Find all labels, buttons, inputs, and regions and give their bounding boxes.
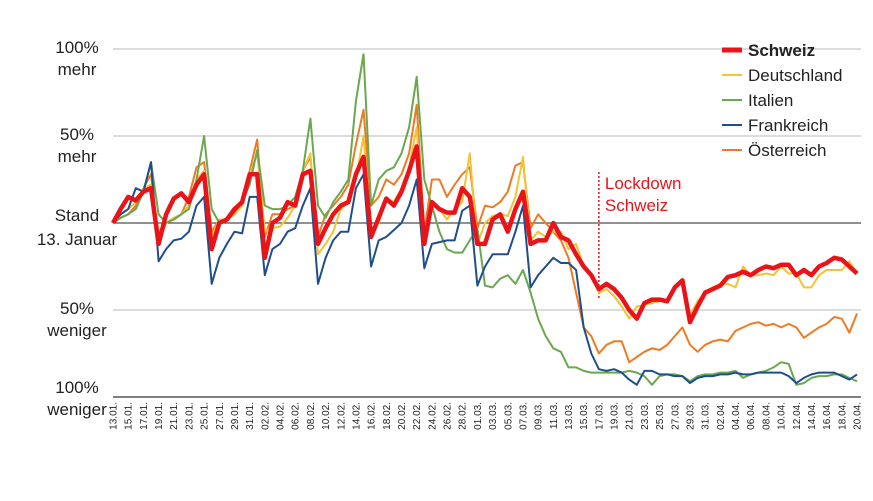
- x-tick-label: 12.04.: [792, 402, 803, 430]
- x-tick-label: 21.01.: [169, 402, 180, 430]
- x-tick-label: 12.02.: [336, 402, 347, 430]
- x-tick-label: 19.03.: [610, 402, 621, 430]
- x-tick-label: 29.03.: [685, 402, 696, 430]
- x-tick-label: 16.02.: [367, 402, 378, 430]
- x-axis-tick-labels: 13.01. 15.01. 17.01. 19.01. 21.01. 23.01. 25.0…: [109, 402, 864, 430]
- x-tick-label: 14.02.: [351, 402, 362, 430]
- y-label: 100%: [55, 378, 98, 397]
- x-tick-label: 15.03.: [579, 402, 590, 430]
- x-tick-label: 07.03.: [518, 402, 529, 430]
- y-label-sub: weniger: [46, 400, 107, 419]
- x-tick-label: 27.03.: [670, 402, 681, 430]
- x-tick-label: 13.01.: [109, 402, 120, 430]
- y-label-sub: weniger: [46, 321, 107, 340]
- y-label-sub: mehr: [58, 147, 97, 166]
- x-tick-label: 04.04.: [731, 402, 742, 430]
- legend-label: Schweiz: [748, 41, 815, 60]
- y-label-sub: mehr: [58, 60, 97, 79]
- x-tick-label: 01.03.: [473, 402, 484, 430]
- x-tick-label: 18.04.: [837, 402, 848, 430]
- x-tick-label: 27.01.: [215, 402, 226, 430]
- x-tick-label: 25.03.: [655, 402, 666, 430]
- x-tick-label: 22.02.: [412, 402, 423, 430]
- legend: Schweiz Deutschland Italien Frankreich Öster…: [722, 41, 843, 160]
- legend-label: Deutschland: [748, 66, 843, 85]
- x-tick-label: 06.04.: [746, 402, 757, 430]
- x-tick-label: 09.03.: [534, 402, 545, 430]
- series-line-schweiz: [111, 144, 859, 325]
- x-tick-label: 06.02.: [291, 402, 302, 430]
- legend-label: Italien: [748, 91, 793, 110]
- x-tick-label: 16.04.: [822, 402, 833, 430]
- x-tick-label: 23.01.: [184, 402, 195, 430]
- x-tick-label: 17.03.: [594, 402, 605, 430]
- x-tick-label: 18.02.: [382, 402, 393, 430]
- x-tick-label: 31.03.: [701, 402, 712, 430]
- legend-label: Österreich: [748, 141, 826, 160]
- y-label-sub: 13. Januar: [37, 230, 118, 249]
- x-tick-label: 08.04.: [761, 402, 772, 430]
- lockdown-label-country: Schweiz: [605, 196, 668, 215]
- lockdown-annotation: Lockdown Schweiz: [598, 172, 682, 300]
- x-tick-label: 29.01.: [230, 402, 241, 430]
- series-line-deutschland: [112, 126, 858, 320]
- x-tick-label: 26.02.: [443, 402, 454, 430]
- x-tick-label: 04.02.: [276, 402, 287, 430]
- y-label: 100%: [55, 38, 98, 57]
- x-tick-label: 20.02.: [397, 402, 408, 430]
- x-tick-label: 28.02.: [458, 402, 469, 430]
- series-line-frankreich: [112, 161, 858, 386]
- x-tick-label: 15.01.: [124, 402, 135, 430]
- x-tick-label: 02.04.: [716, 402, 727, 430]
- legend-label: Frankreich: [748, 116, 828, 135]
- x-tick-label: 05.03.: [503, 402, 514, 430]
- x-tick-label: 31.01.: [245, 402, 256, 430]
- y-axis-labels: 100% mehr 50% mehr Stand 13. Januar 50% weniger…: [37, 38, 118, 419]
- x-tick-label: 03.03.: [488, 402, 499, 430]
- x-tick-label: 19.01.: [154, 402, 165, 430]
- x-tick-label: 21.03.: [625, 402, 636, 430]
- x-tick-label: 10.04.: [777, 402, 788, 430]
- x-tick-label: 10.02.: [321, 402, 332, 430]
- x-tick-label: 25.01.: [200, 402, 211, 430]
- x-tick-label: 02.02.: [260, 402, 271, 430]
- series-lines: [111, 53, 859, 386]
- x-tick-label: 11.03.: [549, 402, 560, 429]
- x-tick-label: 20.04.: [853, 402, 864, 430]
- x-tick-label: 24.02.: [427, 402, 438, 430]
- x-tick-label: 13.03.: [564, 402, 575, 430]
- lockdown-label: Lockdown: [605, 174, 682, 193]
- x-tick-label: 14.04.: [807, 402, 818, 430]
- x-tick-label: 17.01.: [139, 402, 150, 430]
- y-label: Stand: [55, 206, 99, 225]
- y-label: 50%: [60, 125, 94, 144]
- x-tick-label: 23.03.: [640, 402, 651, 430]
- y-label: 50%: [60, 299, 94, 318]
- x-tick-label: 08.02.: [306, 402, 317, 430]
- series-line-österreich: [112, 103, 858, 364]
